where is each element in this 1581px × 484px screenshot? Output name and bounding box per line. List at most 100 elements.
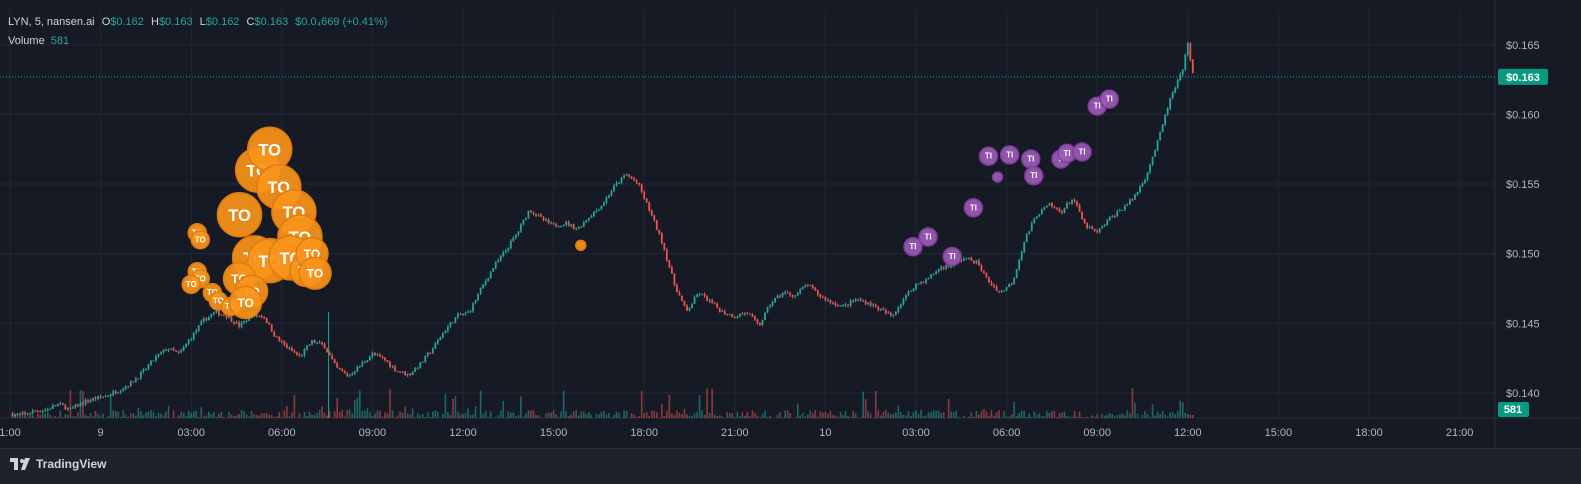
candle-body (1096, 230, 1099, 233)
candle-body (615, 182, 618, 186)
volume-bar (467, 408, 469, 418)
candle-body (988, 277, 990, 283)
candle-body (509, 240, 512, 249)
candle-body (545, 219, 547, 221)
candle-body (225, 315, 228, 318)
candle-body (1008, 283, 1011, 288)
volume-bar (1174, 414, 1177, 418)
candle-body (852, 300, 854, 302)
volume-bar (228, 411, 230, 418)
x-tick-label: 09:00 (1083, 427, 1111, 439)
volume-bar (663, 416, 666, 418)
price-chart[interactable]: $0.140 $0.145 $0.150 $0.155 $0.160 $0.165 1:00… (0, 0, 1581, 448)
volume-bar (293, 394, 296, 418)
trade-marker-label: TO (195, 235, 206, 244)
candle-body (660, 233, 663, 244)
candle-body (701, 294, 703, 296)
volume-bar (781, 417, 784, 418)
volume-bar (605, 414, 608, 418)
candle-body (51, 405, 54, 409)
candle-body (316, 342, 318, 344)
volume-bar (759, 417, 761, 418)
volume-bar (1119, 414, 1121, 418)
volume-bar (864, 398, 867, 418)
candle-body (688, 308, 691, 311)
candle-body (749, 313, 751, 315)
candle-body (457, 314, 459, 318)
candle-body (801, 287, 804, 290)
candle-body (603, 202, 605, 206)
volume-bar (520, 396, 522, 418)
candle-body (228, 316, 230, 318)
candle-body (1051, 203, 1053, 207)
candle-body (200, 321, 203, 326)
volume-bar (452, 398, 454, 418)
candle-body (1033, 218, 1036, 224)
volume-bar (603, 410, 605, 418)
tradingview-branding[interactable]: TradingView (10, 455, 106, 473)
volume-bar (341, 410, 343, 418)
volume-bar (419, 415, 422, 418)
candle-body (620, 177, 623, 183)
volume-bar (942, 412, 945, 418)
candle-body (718, 307, 721, 312)
candle-body (363, 361, 366, 363)
y-tick-label: $0.140 (1506, 388, 1540, 400)
candle-body (217, 310, 220, 316)
candle-body (288, 347, 291, 349)
candle-body (293, 351, 296, 353)
candle-body (839, 305, 842, 307)
volume-bar (1078, 411, 1081, 418)
volume-bar (220, 411, 223, 418)
volume-bar (915, 410, 917, 418)
candle-body (567, 221, 570, 226)
volume-bar (87, 416, 89, 418)
candle-body (477, 293, 479, 301)
volume-bar (389, 389, 391, 418)
candle-body (1063, 208, 1066, 213)
chart-frame[interactable]: $0.140 $0.145 $0.150 $0.155 $0.160 $0.165 1:00… (0, 0, 1581, 449)
volume-bar (235, 415, 238, 418)
volume-bar (635, 416, 638, 418)
candle-body (1134, 194, 1136, 200)
candle-body (195, 330, 198, 333)
candle-body (97, 395, 99, 400)
volume-bar (829, 410, 832, 418)
volume-bar (839, 411, 842, 418)
candle-body (676, 284, 678, 293)
volume-bar (525, 413, 527, 418)
volume-bar (230, 414, 233, 418)
candle-body (1091, 227, 1094, 229)
x-tick-label: 10 (819, 427, 831, 439)
trade-marker-label: TI (1106, 95, 1113, 104)
candle-body (424, 355, 427, 362)
candle-body (771, 301, 774, 306)
volume-bar (703, 414, 706, 418)
candle-body (132, 381, 135, 383)
volume-bar (512, 412, 515, 418)
volume-bar (648, 415, 651, 418)
volume-bar (862, 391, 864, 418)
volume-bar (698, 395, 701, 418)
candle-body (303, 349, 306, 356)
candle-body (540, 214, 542, 217)
candle-body (673, 273, 676, 285)
volume-bar (1169, 412, 1171, 418)
candle-body (492, 268, 495, 272)
volume-bar (885, 410, 887, 418)
volume-bar (1184, 412, 1187, 418)
candle-body (1078, 205, 1081, 212)
candle-body (235, 322, 238, 324)
volume-bar (980, 410, 983, 418)
volume-bar (283, 410, 286, 418)
volume-bar (1103, 415, 1106, 418)
candle-body (842, 305, 844, 307)
candle-body (474, 300, 477, 303)
volume-bar (361, 411, 364, 418)
candle-body (346, 373, 349, 377)
candle-body (1098, 228, 1101, 233)
volume-bar (326, 415, 328, 418)
volume-bar (1192, 414, 1194, 418)
volume-bar (550, 412, 552, 418)
candle-body (187, 340, 190, 344)
